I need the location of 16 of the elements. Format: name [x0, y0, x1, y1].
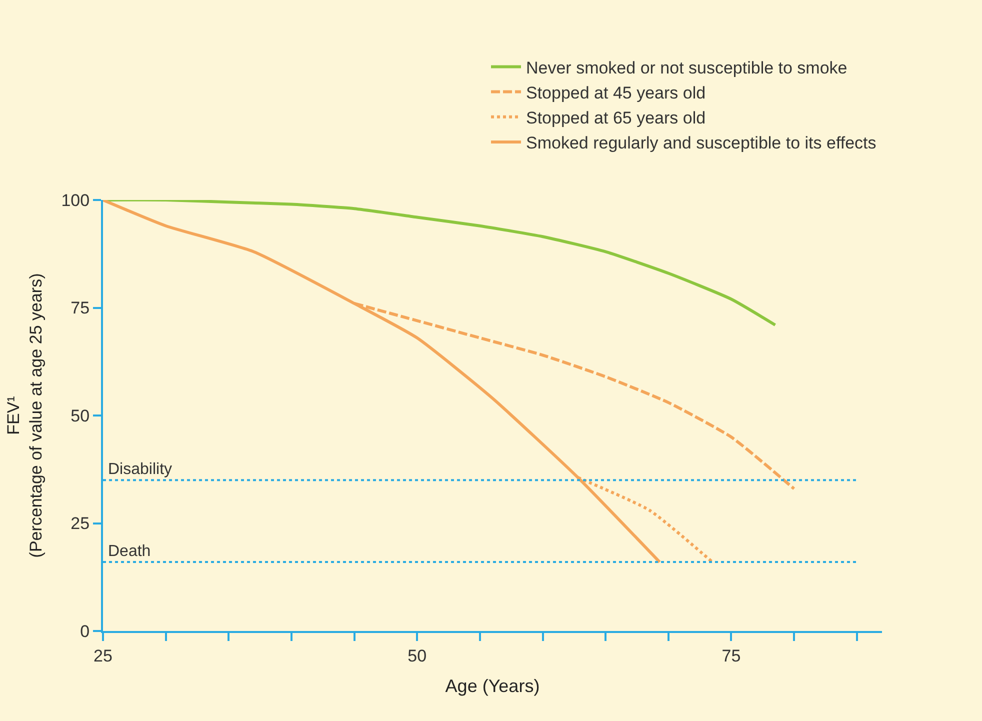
- y-axis-title: FEV¹ (Percentage of value at age 25 years): [4, 273, 46, 558]
- ref-line-label: Disability: [108, 461, 172, 478]
- x-axis-title: Age (Years): [445, 676, 540, 696]
- y-tick-label: 0: [80, 622, 90, 641]
- legend-label: Smoked regularly and susceptible to its effects: [526, 134, 876, 153]
- y-tick-label: 75: [70, 298, 90, 318]
- legend-label: Stopped at 45 years old: [526, 83, 706, 102]
- x-tick-label: 25: [94, 646, 112, 666]
- y-tick-label: 25: [70, 514, 90, 534]
- y-tick-label: 50: [70, 406, 90, 426]
- legend-label: Stopped at 65 years old: [526, 108, 706, 128]
- ref-line-label: Death: [108, 543, 151, 560]
- x-tick-label: 75: [722, 646, 741, 666]
- legend-label: Never smoked or not susceptible to smoke: [526, 58, 848, 78]
- y-tick-label: 100: [61, 190, 90, 210]
- x-tick-label: 50: [408, 646, 427, 666]
